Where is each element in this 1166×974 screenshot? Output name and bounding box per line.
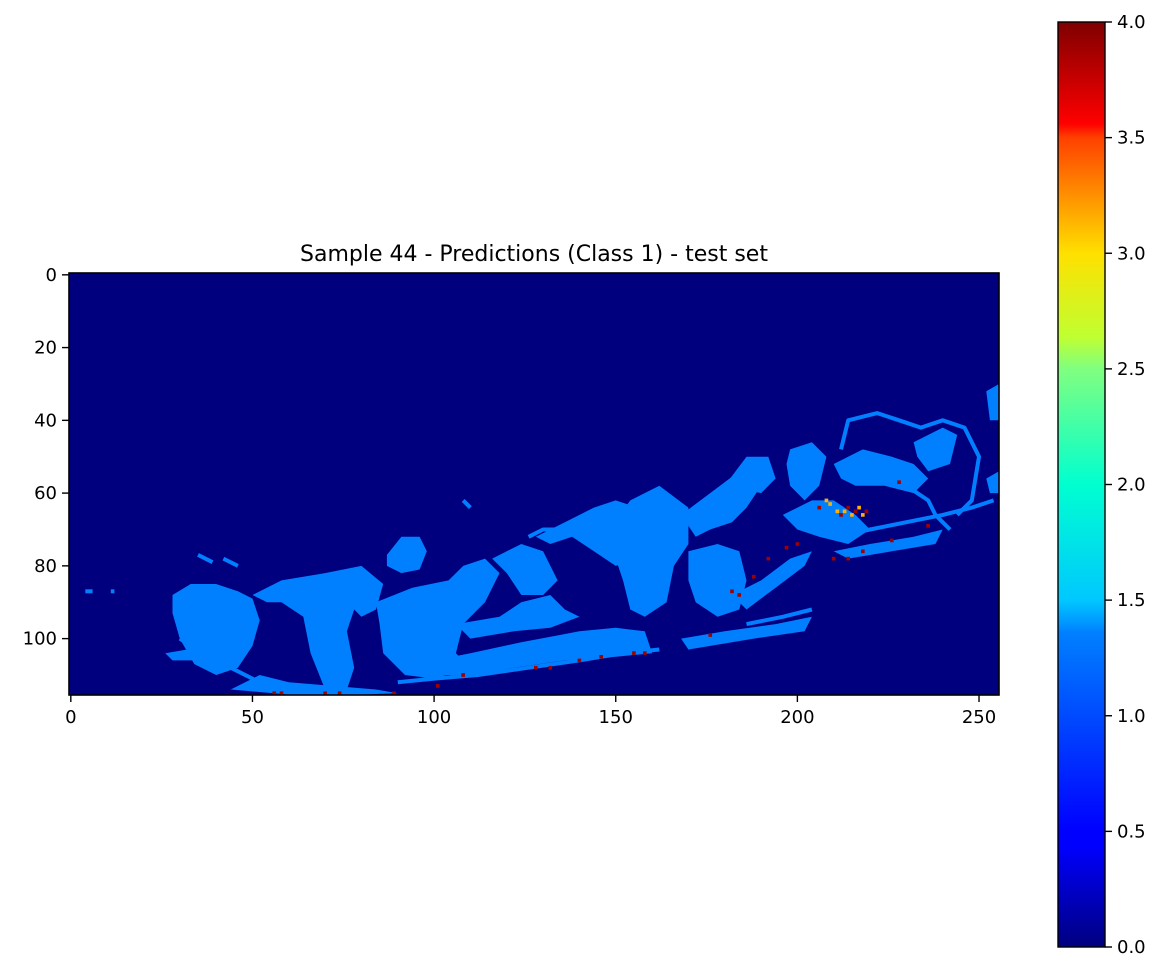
heatmap-pixel-28	[828, 502, 832, 506]
heatmap-pixel-26	[926, 524, 930, 528]
colorbar-tick-label: 0.0	[1117, 937, 1146, 958]
heatmap-plot	[69, 273, 999, 695]
heatmap-pixel-27	[824, 498, 829, 503]
heatmap-pixel-2	[323, 691, 327, 695]
heatmap-line-5	[833, 498, 995, 539]
heatmap-pixel-25	[897, 480, 901, 485]
heatmap-pixel-23	[861, 549, 865, 554]
heatmap-region-1	[252, 565, 384, 690]
heatmap-pixel-13	[708, 633, 713, 637]
colorbar-tick-label: 4.0	[1117, 12, 1146, 33]
heatmap-pixel-1	[279, 691, 284, 695]
heatmap-line-6	[839, 411, 981, 517]
heatmap-region-18	[986, 471, 999, 494]
heatmap-region-2	[230, 675, 398, 695]
heatmap-pixel-21	[831, 556, 836, 561]
heatmap-pixel-29	[835, 509, 840, 514]
colorbar: 0.0 0.5 1.0 1.5 2.0 2.5 3.0 3.5 4.0	[1057, 12, 1146, 958]
heatmap-pixel-15	[737, 593, 742, 597]
heatmap-region-7	[492, 544, 558, 595]
colorbar-tick-label: 1.0	[1117, 706, 1146, 727]
heatmap-lines	[85, 411, 995, 685]
heatmap-pixel-30	[842, 509, 847, 514]
heatmap-region-5	[434, 627, 653, 675]
heatmap-line-11	[746, 607, 813, 627]
x-tick-label: 0	[65, 707, 76, 728]
x-tick-label: 50	[241, 707, 264, 728]
colorbar-tick-label: 2.0	[1117, 475, 1146, 496]
heatmap-pixel-8	[548, 665, 553, 670]
heatmap-pixel-37	[864, 509, 869, 514]
heatmap-line-4	[397, 647, 660, 685]
y-tick-label: 20	[34, 338, 57, 359]
heatmap-pixel-20	[817, 505, 822, 510]
y-tick-label: 100	[23, 629, 57, 650]
heatmap-pixel-32	[857, 505, 861, 510]
heatmap-pixel-18	[784, 545, 789, 550]
heatmap-region-17	[986, 384, 999, 421]
heatmap-line-7	[905, 484, 952, 531]
heatmap-line-9	[461, 498, 472, 510]
heatmap-region-11	[688, 544, 747, 617]
heatmap-region-16	[913, 427, 958, 472]
colorbar-tick-label: 1.5	[1117, 590, 1146, 611]
heatmap-pixel-22	[846, 556, 851, 561]
heatmap-line-2	[197, 553, 214, 564]
heatmap-pixel-14	[730, 589, 734, 594]
x-axis: 0 50 100 150 200 250	[65, 695, 996, 728]
heatmap-region-9	[608, 485, 689, 617]
heatmap-pixel-4	[392, 691, 396, 695]
heatmap-line-3	[222, 556, 239, 568]
x-tick-label: 100	[417, 707, 451, 728]
heatmap-pixel-24	[890, 538, 894, 543]
heatmap-line-8	[178, 636, 261, 685]
heatmap-pixel-19	[795, 542, 800, 546]
heatmap-pixel-5	[435, 684, 440, 688]
colorbar-tick-label: 3.0	[1117, 243, 1146, 264]
plot-frame	[68, 272, 1000, 696]
heatmap-region-12	[724, 456, 776, 494]
colorbar-tick-label: 3.5	[1117, 128, 1146, 149]
colorbar-tick-label: 2.5	[1117, 359, 1146, 380]
y-tick-label: 0	[46, 265, 57, 286]
heatmap-pixel-33	[861, 513, 865, 517]
heatmap-pixel-0	[272, 691, 277, 695]
y-tick-label: 60	[34, 483, 57, 504]
heatmap-pixel-11	[632, 651, 636, 655]
x-tick-label: 200	[780, 707, 814, 728]
heatmap-region-3	[376, 558, 500, 679]
x-tick-label: 150	[599, 707, 633, 728]
heatmap-region-4	[386, 536, 427, 574]
heatmap-pixels	[272, 480, 930, 695]
heatmap-region-13	[786, 442, 827, 501]
heatmap-pixel-35	[846, 505, 851, 510]
heatmap-pixel-31	[850, 513, 854, 517]
heatmap-pixel-7	[534, 665, 538, 670]
heatmap-region-6	[455, 595, 580, 639]
chart-title: Sample 44 - Predictions (Class 1) - test…	[300, 242, 768, 267]
heatmap-pixel-9	[577, 658, 582, 663]
heatmap-pixel-16	[752, 574, 756, 579]
heatmap-region-20	[681, 616, 812, 650]
heatmap-regions	[165, 384, 999, 695]
heatmap-pixel-3	[337, 691, 342, 695]
heatmap-pixel-6	[461, 673, 465, 677]
heatmap-region-19	[833, 529, 943, 559]
heatmap-region-15	[833, 449, 929, 494]
heatmap-line-10	[527, 527, 565, 539]
colorbar-gradient	[1057, 21, 1106, 948]
y-tick-label: 40	[34, 410, 57, 431]
colorbar-tick-label: 0.5	[1117, 821, 1146, 842]
x-tick-label: 250	[962, 707, 996, 728]
heatmap-pixel-17	[766, 556, 771, 561]
y-tick-label: 80	[34, 556, 57, 577]
heatmap-pixel-12	[643, 651, 647, 655]
heatmap-pixel-10	[599, 655, 604, 659]
colorbar-ticks: 0.0 0.5 1.0 1.5 2.0 2.5 3.0 3.5 4.0	[1105, 12, 1146, 958]
heatmap-pixel-36	[853, 509, 858, 514]
y-axis: 0 20 40 60 80 100	[23, 265, 69, 650]
heatmap-region-21	[732, 551, 812, 610]
heatmap-pixel-34	[839, 513, 843, 517]
